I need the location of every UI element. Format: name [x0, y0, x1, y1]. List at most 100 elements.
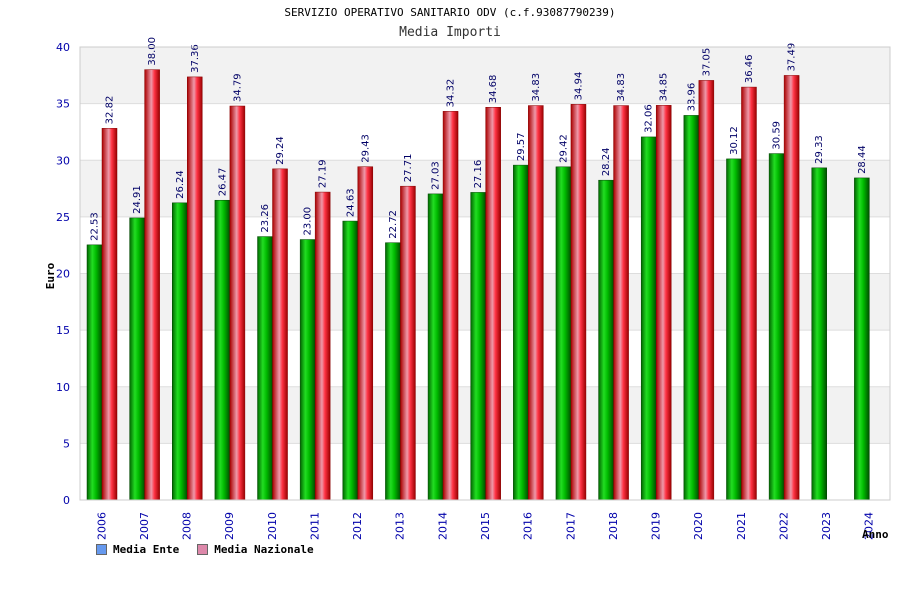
- y-axis-label: Euro: [44, 262, 57, 289]
- data-label: 23.00: [303, 207, 314, 236]
- data-label: 36.46: [744, 54, 755, 83]
- bar-media-ente-2011: [299, 239, 316, 501]
- bar-media-nazionale-2013: [400, 185, 416, 501]
- data-label: 29.43: [360, 134, 371, 163]
- bar-media-nazionale-2014: [442, 111, 459, 501]
- x-tick-label: 2014: [436, 512, 449, 540]
- bar-media-ente-2009: [214, 199, 231, 501]
- bar-media-ente-2023: [811, 167, 827, 501]
- bar-media-nazionale-2011: [314, 191, 331, 501]
- data-label: 29.57: [516, 132, 527, 161]
- bar-media-nazionale-2008: [187, 76, 203, 501]
- x-axis-label: Anno: [862, 528, 889, 541]
- bar-media-nazionale-2012: [357, 166, 374, 501]
- data-label: 34.79: [232, 73, 243, 102]
- data-label: 29.42: [558, 134, 569, 163]
- data-label: 28.24: [601, 148, 612, 177]
- x-tick-label: 2017: [564, 512, 577, 540]
- x-tick-label: 2023: [820, 512, 833, 540]
- bar-media-ente-2007: [129, 217, 145, 501]
- data-label: 32.82: [105, 96, 116, 125]
- y-tick-label: 25: [56, 211, 70, 224]
- data-label: 34.68: [488, 75, 499, 104]
- bar-media-nazionale-2019: [655, 105, 672, 501]
- legend-item-media-ente: Media Ente: [96, 543, 179, 556]
- bar-media-ente-2010: [257, 236, 273, 501]
- x-tick-label: 2006: [95, 512, 108, 540]
- bar-media-ente-2015: [470, 192, 486, 501]
- data-label: 34.32: [446, 79, 457, 108]
- legend-swatch-media-nazionale: [197, 544, 209, 555]
- data-label: 37.36: [190, 44, 201, 73]
- chart-subtitle: Media Importi: [399, 25, 501, 40]
- data-label: 27.19: [318, 159, 329, 188]
- bar-media-ente-2013: [385, 242, 401, 501]
- data-label: 32.06: [644, 104, 655, 133]
- legend-swatch-media-ente: [96, 544, 107, 555]
- data-label: 34.94: [573, 72, 584, 101]
- x-tick-label: 2015: [479, 512, 492, 540]
- y-tick-label: 20: [56, 268, 70, 281]
- data-label: 27.03: [431, 161, 442, 190]
- data-label: 28.44: [857, 145, 868, 174]
- data-label: 29.33: [814, 135, 825, 164]
- x-tick-label: 2009: [223, 512, 236, 540]
- bar-media-nazionale-2010: [272, 168, 288, 501]
- bar-media-nazionale-2015: [485, 106, 501, 501]
- bar-media-ente-2024: [854, 177, 870, 501]
- bar-media-ente-2018: [598, 179, 614, 501]
- data-label: 30.59: [772, 121, 783, 150]
- data-label: 37.49: [787, 43, 798, 72]
- x-tick-label: 2010: [266, 512, 279, 540]
- legend-label-media-ente: Media Ente: [113, 543, 180, 556]
- x-tick-label: 2016: [522, 512, 535, 540]
- x-tick-label: 2019: [650, 512, 663, 540]
- bar-media-ente-2022: [768, 153, 785, 501]
- data-label: 34.83: [616, 73, 627, 102]
- y-tick-label: 5: [63, 437, 70, 450]
- chart-title: SERVIZIO OPERATIVO SANITARIO ODV (c.f.93…: [284, 6, 616, 19]
- y-tick-label: 40: [56, 41, 70, 54]
- x-tick-label: 2011: [308, 512, 321, 540]
- bar-media-ente-2021: [726, 158, 742, 501]
- bar-media-nazionale-2007: [144, 69, 160, 501]
- bar-media-nazionale-2017: [570, 104, 587, 501]
- data-label: 29.24: [275, 136, 286, 165]
- data-label: 27.71: [403, 154, 414, 183]
- data-label: 23.26: [260, 204, 271, 233]
- legend-item-media-nazionale: Media Nazionale: [197, 543, 314, 556]
- y-tick-label: 15: [56, 324, 70, 337]
- bar-media-ente-2006: [86, 244, 103, 501]
- bar-media-ente-2008: [172, 202, 188, 501]
- bar-media-ente-2016: [513, 164, 529, 501]
- y-tick-label: 0: [63, 494, 70, 507]
- y-tick-label: 10: [56, 381, 70, 394]
- data-label: 27.16: [473, 160, 484, 189]
- data-label: 24.91: [132, 185, 143, 214]
- x-tick-label: 2013: [394, 512, 407, 540]
- bar-media-ente-2017: [555, 166, 572, 501]
- bar-media-ente-2020: [683, 115, 700, 501]
- bar-media-nazionale-2016: [528, 105, 544, 501]
- y-tick-label: 35: [56, 98, 70, 111]
- x-tick-label: 2018: [607, 512, 620, 540]
- data-label: 24.63: [345, 188, 356, 217]
- data-label: 33.96: [686, 83, 697, 112]
- legend-label-media-nazionale: Media Nazionale: [214, 543, 314, 556]
- data-label: 34.83: [531, 73, 542, 102]
- bar-media-nazionale-2020: [698, 80, 715, 501]
- data-label: 38.00: [147, 37, 158, 66]
- bar-media-nazionale-2006: [101, 128, 118, 501]
- x-tick-label: 2008: [181, 512, 194, 540]
- bar-media-nazionale-2018: [613, 105, 629, 501]
- x-tick-label: 2022: [777, 512, 790, 540]
- bar-media-ente-2012: [342, 220, 359, 501]
- bar-media-nazionale-2022: [783, 75, 800, 501]
- x-tick-label: 2024: [863, 512, 876, 540]
- bar-media-nazionale-2021: [741, 86, 757, 501]
- data-label: 22.72: [388, 210, 399, 239]
- plot-area-border: [79, 46, 891, 501]
- x-tick-label: 2020: [692, 512, 705, 540]
- data-label: 37.05: [701, 48, 712, 77]
